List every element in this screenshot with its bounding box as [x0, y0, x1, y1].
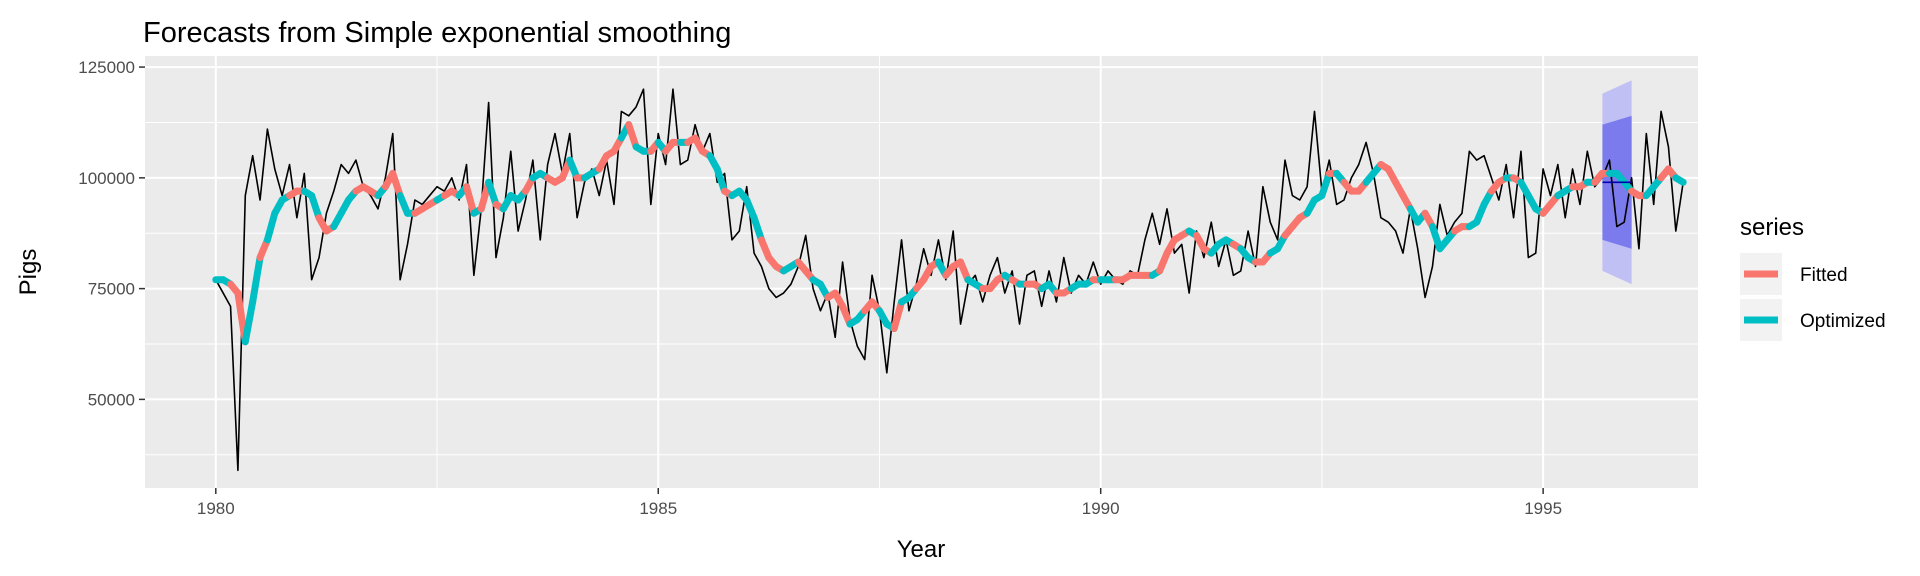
- y-tick-label: 75000: [88, 280, 135, 299]
- smoothed-segment-optimized: [308, 192, 323, 222]
- smoothed-segment-optimized: [249, 254, 264, 306]
- smoothed-segment-optimized: [241, 298, 257, 346]
- plot-panel: [145, 56, 1698, 488]
- grid-major: [145, 56, 1698, 488]
- x-axis: 1980 1985 1990 1995: [197, 488, 1562, 518]
- smoothed-segment-optimized: [1318, 169, 1333, 200]
- legend-label-fitted: Fitted: [1800, 265, 1848, 286]
- legend-entries: Fitted Optimized: [1740, 253, 1886, 341]
- smoothed-segment-optimized: [1672, 174, 1687, 186]
- legend-title: series: [1740, 214, 1804, 241]
- grid-minor: [145, 56, 1698, 488]
- x-tick-label: 1990: [1082, 499, 1120, 518]
- smoothed-segment-fitted: [890, 298, 906, 332]
- legend: series Fitted Optimized: [1740, 214, 1886, 341]
- smoothed-segment-fitted: [463, 183, 478, 217]
- y-tick-label: 125000: [78, 58, 135, 77]
- y-axis: 50000 75000 100000 125000: [78, 58, 145, 409]
- smoothed-segment-optimized: [713, 165, 729, 195]
- y-axis-title: Pigs: [15, 249, 42, 296]
- x-axis-title: Year: [897, 536, 946, 563]
- y-tick-label: 100000: [78, 169, 135, 188]
- smoothed-segment-optimized: [263, 209, 279, 244]
- x-tick-label: 1980: [197, 499, 235, 518]
- x-tick-label: 1985: [639, 499, 677, 518]
- smoothed-layer: [212, 121, 1687, 346]
- smoothed-segment-fitted: [625, 121, 640, 151]
- y-tick-label: 50000: [88, 390, 135, 409]
- smoothed-segment-optimized: [485, 178, 500, 208]
- x-tick-label: 1995: [1524, 499, 1562, 518]
- legend-label-optimized: Optimized: [1800, 311, 1886, 332]
- smoothed-segment-fitted: [389, 169, 404, 200]
- chart-title: Forecasts from Simple exponential smooth…: [143, 17, 731, 49]
- smoothed-segment-optimized: [750, 214, 765, 244]
